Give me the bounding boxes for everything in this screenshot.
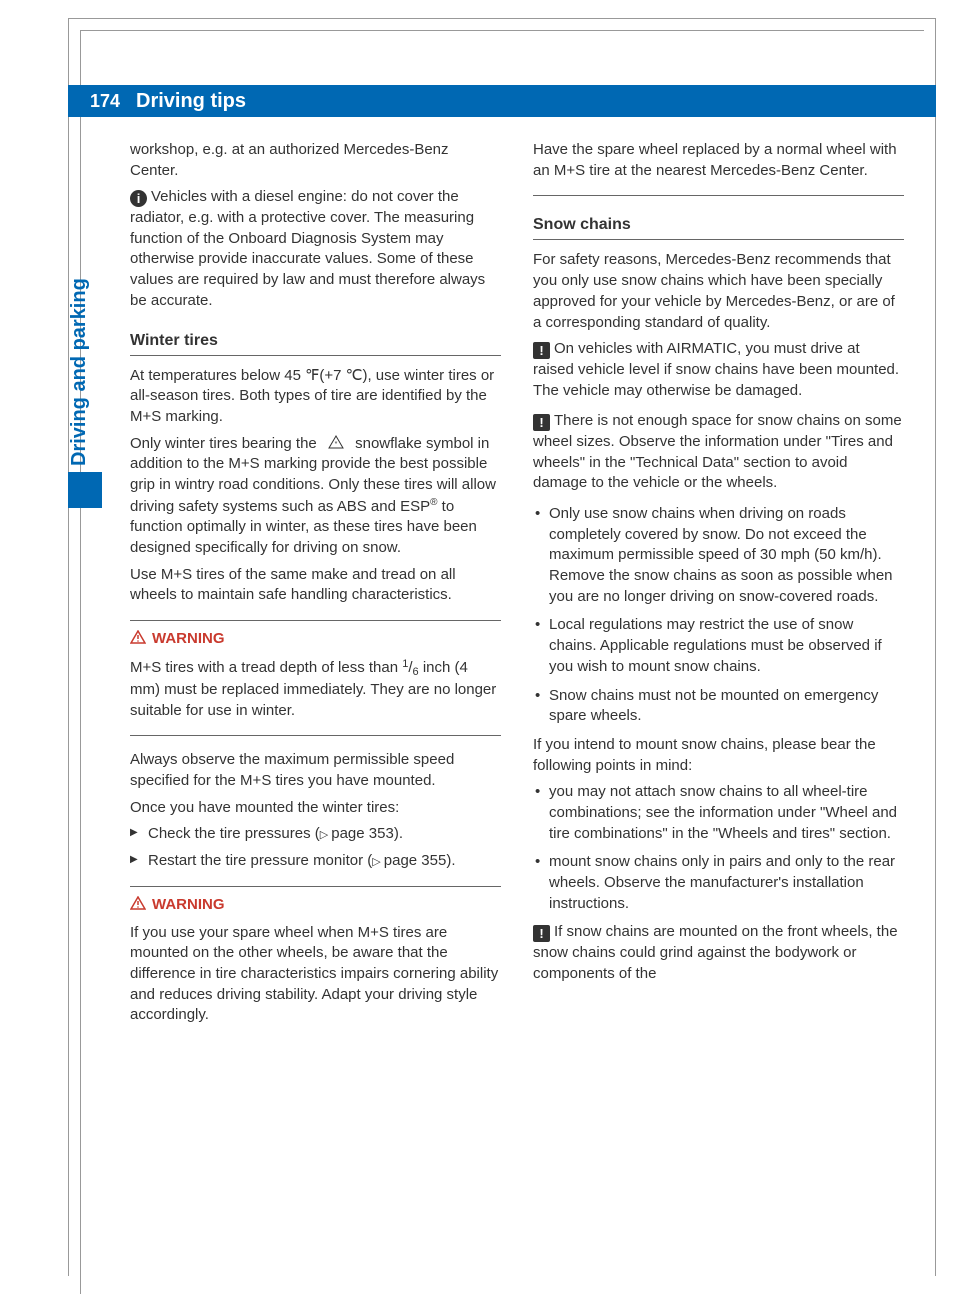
- warning-label-1: WARNING: [152, 630, 225, 647]
- snow-bullets: Only use snow chains when driving on roa…: [533, 504, 904, 727]
- bullet-2: Local regulations may restrict the use o…: [533, 615, 904, 677]
- warning-box-1: WARNING M+S tires with a tread depth of …: [130, 620, 501, 736]
- info-icon: i: [130, 190, 147, 207]
- bullet-3: Snow chains must not be mounted on emerg…: [533, 686, 904, 727]
- exclamation-icon: !: [533, 342, 550, 359]
- crop-mark-left: [80, 30, 81, 1294]
- thumb-tab: [68, 472, 102, 508]
- mount-intro: If you intend to mount snow chains, plea…: [533, 735, 904, 776]
- warning-title-2: WARNING: [130, 895, 501, 917]
- exclamation-icon: !: [533, 414, 550, 431]
- after-warn1: Always observe the maximum permissible s…: [130, 750, 501, 791]
- snow-intro: For safety reasons, Mercedes-Benz recomm…: [533, 250, 904, 333]
- page-ref-353: page 353: [320, 825, 394, 842]
- action-item-2: Restart the tire pressure monitor (page …: [130, 851, 501, 872]
- action1b: ).: [394, 825, 403, 842]
- section-title: Driving tips: [128, 90, 246, 113]
- action-list: Check the tire pressures (page 353). Res…: [130, 824, 501, 871]
- intro-paragraph: workshop, e.g. at an authorized Mercedes…: [130, 140, 501, 181]
- excl2-text: There is not enough space for snow chain…: [533, 412, 902, 491]
- warn1-a: M+S tires with a tread depth of less tha…: [130, 659, 402, 676]
- info-note-text: Vehicles with a diesel engine: do not co…: [130, 188, 485, 308]
- right-column: Have the spare wheel replaced by a norma…: [533, 140, 904, 1054]
- excl-note-2: !There is not enough space for snow chai…: [533, 411, 904, 494]
- winter-p2a: Only winter tires bearing the: [130, 435, 317, 452]
- warning-icon: [130, 630, 146, 651]
- snowflake-icon: *: [327, 434, 345, 450]
- warning-box-2: WARNING If you use your spare wheel when…: [130, 886, 501, 1040]
- winter-p1: At temperatures below 45 ℉(+7 ℃), use wi…: [130, 366, 501, 428]
- warning-label-2: WARNING: [152, 896, 225, 913]
- warning-body-2: If you use your spare wheel when M+S tir…: [130, 923, 501, 1026]
- content-area: workshop, e.g. at an authorized Mercedes…: [130, 140, 904, 1054]
- mounted-intro: Once you have mounted the winter tires:: [130, 798, 501, 819]
- svg-text:*: *: [335, 441, 338, 448]
- excl-note-3: !If snow chains are mounted on the front…: [533, 922, 904, 984]
- crop-mark-top: [80, 30, 924, 31]
- page-header: 174 Driving tips: [68, 85, 936, 117]
- warning-body-1: M+S tires with a tread depth of less tha…: [130, 657, 501, 722]
- warning-cont-text: Have the spare wheel replaced by a norma…: [533, 140, 904, 181]
- info-note: iVehicles with a diesel engine: do not c…: [130, 187, 501, 311]
- action2a: Restart the tire pressure monitor (: [148, 852, 372, 869]
- winter-p3: Use M+S tires of the same make and tread…: [130, 565, 501, 606]
- exclamation-icon: !: [533, 925, 550, 942]
- warning-icon: [130, 896, 146, 917]
- action-item-1: Check the tire pressures (page 353).: [130, 824, 501, 845]
- chapter-tab-label: Driving and parking: [68, 278, 91, 470]
- winter-tires-heading: Winter tires: [130, 330, 501, 356]
- left-column: workshop, e.g. at an authorized Mercedes…: [130, 140, 501, 1054]
- excl1-text: On vehicles with AIRMATIC, you must driv…: [533, 340, 899, 398]
- page-number: 174: [68, 91, 128, 112]
- snow-chains-heading: Snow chains: [533, 214, 904, 240]
- mount-1: you may not attach snow chains to all wh…: [533, 782, 904, 844]
- warning-box-2-cont: Have the spare wheel replaced by a norma…: [533, 140, 904, 196]
- frac-num: 1: [402, 658, 408, 670]
- winter-p2: Only winter tires bearing the * snowflak…: [130, 434, 501, 559]
- action1a: Check the tire pressures (: [148, 825, 320, 842]
- reg-mark: ®: [430, 497, 437, 508]
- excl3-text: If snow chains are mounted on the front …: [533, 923, 898, 981]
- excl-note-1: !On vehicles with AIRMATIC, you must dri…: [533, 339, 904, 401]
- page-ref-355: page 355: [372, 852, 446, 869]
- mount-2: mount snow chains only in pairs and only…: [533, 852, 904, 914]
- mount-bullets: you may not attach snow chains to all wh…: [533, 782, 904, 914]
- action2b: ).: [446, 852, 455, 869]
- warning-title-1: WARNING: [130, 629, 501, 651]
- bullet-1: Only use snow chains when driving on roa…: [533, 504, 904, 607]
